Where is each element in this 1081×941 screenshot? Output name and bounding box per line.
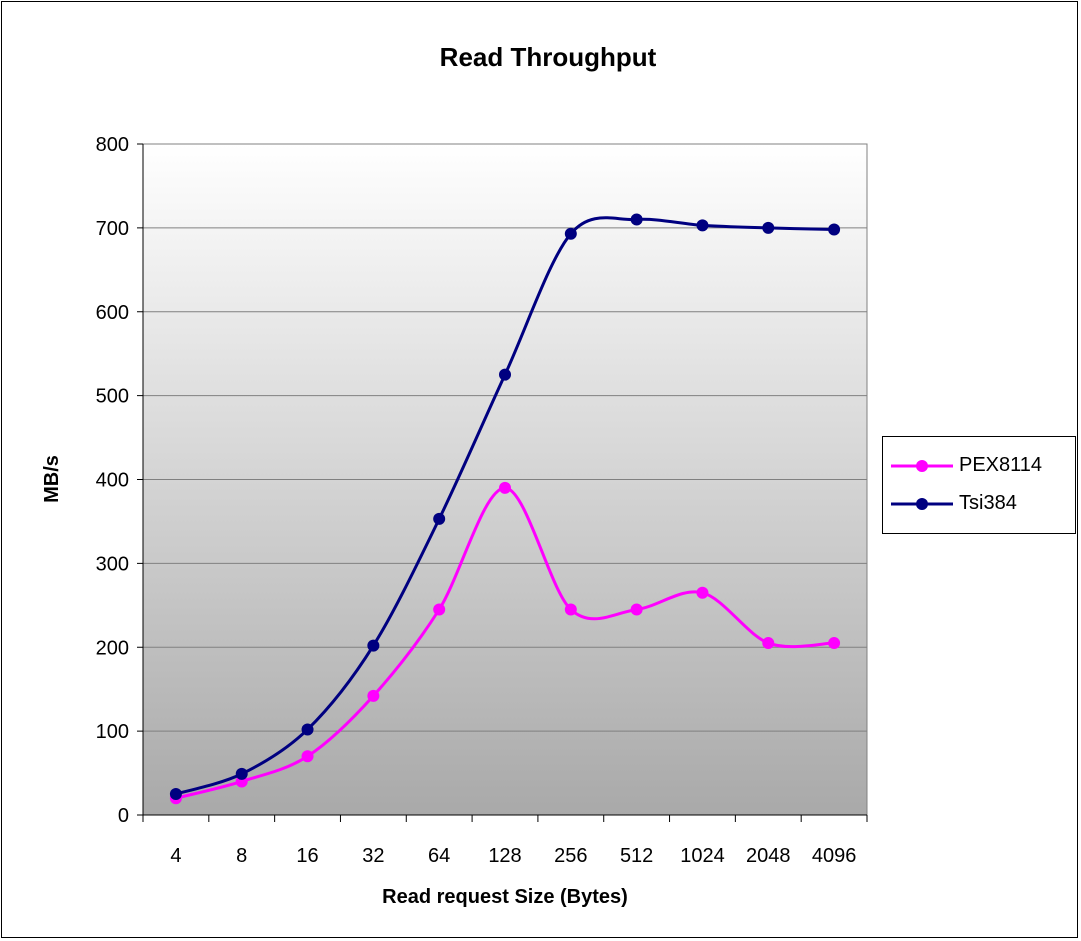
y-tick-label-300: 300 (96, 553, 129, 575)
x-tick-label-4096: 4096 (812, 845, 857, 867)
data-point-tsi384-1024 (696, 219, 709, 232)
y-tick-label-500: 500 (96, 386, 129, 408)
x-tick-label-128: 128 (488, 845, 521, 867)
data-point-tsi384-4 (169, 788, 182, 801)
y-tick-label-100: 100 (96, 721, 129, 743)
data-point-tsi384-32 (367, 639, 380, 652)
data-point-pex8114-512 (630, 603, 643, 616)
y-tick-label-400: 400 (96, 470, 129, 492)
data-point-pex8114-256 (564, 603, 577, 616)
series-lines (169, 213, 841, 805)
data-point-tsi384-128 (499, 368, 511, 381)
data-point-pex8114-128 (499, 481, 511, 494)
x-tick-label-32: 32 (362, 845, 384, 867)
axes (137, 143, 868, 822)
data-point-tsi384-4096 (828, 223, 841, 236)
x-tick-label-1024: 1024 (680, 845, 725, 867)
data-point-tsi384-512 (630, 213, 643, 226)
chart-title: Read Throughput (440, 42, 657, 72)
data-point-tsi384-8 (235, 767, 248, 780)
data-point-tsi384-16 (301, 723, 314, 736)
legend-label-pex8114: PEX8114 (959, 454, 1043, 476)
legend: PEX8114 Tsi384 (882, 436, 1076, 534)
data-point-pex8114-32 (367, 689, 380, 702)
data-point-tsi384-2048 (762, 221, 775, 234)
data-point-tsi384-256 (564, 227, 577, 240)
y-tick-label-600: 600 (96, 302, 129, 324)
x-tick-label-512: 512 (620, 845, 653, 867)
y-tick-label-800: 800 (96, 134, 129, 156)
y-tick-label-0: 0 (118, 805, 129, 827)
data-point-pex8114-64 (433, 603, 446, 616)
x-tick-label-2048: 2048 (746, 845, 791, 867)
data-point-pex8114-1024 (696, 586, 709, 599)
series-tsi384 (169, 213, 841, 801)
legend-label-tsi384: Tsi384 (959, 492, 1017, 514)
x-tick-label-256: 256 (554, 845, 587, 867)
x-tick-label-4: 4 (170, 845, 181, 867)
y-tick-labels: 0 100 200 300 400 500 600 700 800 (96, 134, 129, 827)
legend-item-tsi384: Tsi384 (889, 489, 1071, 519)
y-axis-label: MB/s (41, 455, 63, 503)
data-point-tsi384-64 (433, 512, 446, 525)
y-tick-label-700: 700 (96, 218, 129, 240)
x-tick-label-64: 64 (428, 845, 450, 867)
data-point-pex8114-16 (301, 750, 314, 763)
data-point-pex8114-2048 (762, 637, 775, 650)
legend-item-pex8114: PEX8114 (889, 451, 1071, 481)
y-tick-label-200: 200 (96, 637, 129, 659)
x-tick-label-8: 8 (236, 845, 247, 867)
data-point-pex8114-4096 (828, 637, 841, 650)
x-tick-label-16: 16 (296, 845, 318, 867)
x-axis-label: Read request Size (Bytes) (382, 886, 628, 908)
x-tick-labels: 4 8 16 32 64 128 256 512 1024 2048 4096 (170, 845, 856, 867)
